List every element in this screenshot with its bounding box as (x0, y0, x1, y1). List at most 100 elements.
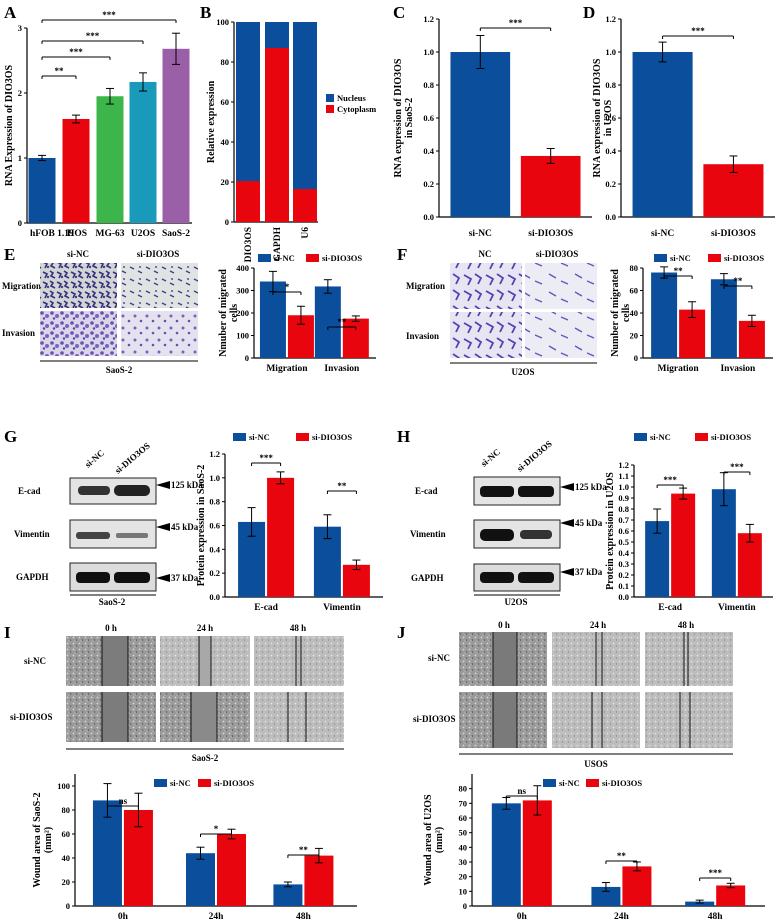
h-bar-si (671, 493, 696, 597)
chart-c: 0.0 0.2 0.4 0.6 0.8 1.0 1.2 RNA expression of D… (393, 14, 592, 239)
i-x-label: 48h (296, 912, 312, 919)
h-bar-nc (645, 521, 670, 597)
b-y-tick-label: 20 (221, 177, 230, 187)
a-bar (96, 96, 124, 223)
panel-g-western-blot: si-NC si-DIO3OS E-cad Vimentin GAPDH 125… (14, 441, 203, 607)
b-x-label: GAPDH (273, 226, 283, 261)
g-lane-1: si-NC (83, 448, 106, 470)
i-bar-nc (273, 884, 303, 906)
a-bar (162, 48, 190, 223)
a-x-label: SaoS-2 (162, 229, 190, 239)
chart-e: 0 100 200 300 400 Nmuber of migrated cells Migr… (218, 253, 376, 374)
h-legend-si: si-DIO3OS (711, 432, 751, 442)
b-bar-cytoplasm (265, 48, 289, 222)
c-y-label: in SaoS-2 (404, 98, 415, 138)
i-sig-label: * (214, 824, 219, 834)
g-lane-2: si-DIO3OS (113, 441, 152, 476)
b-bar-nucleus (236, 22, 260, 181)
g-kda-2: 45 kDa (171, 522, 199, 532)
c-y-tick-label: 0.0 (423, 212, 434, 222)
f-img-si-invasion (525, 312, 597, 358)
e-row-label-1: Migration (2, 281, 41, 291)
b-y-tick-label: 80 (221, 57, 230, 67)
g-y-label: Protein expression in SaoS-2 (196, 465, 207, 587)
g-cell-label: SaoS-2 (99, 597, 126, 607)
h-legend-nc: si-NC (650, 432, 671, 442)
chart-j: 0 10 20 30 40 50 60 70 80 Wound area of U2OS (mm²)… (423, 774, 765, 919)
f-sig-label: ** (733, 276, 743, 286)
f-legend-si: si-DIO3OS (724, 253, 764, 263)
b-legend-swatch-nucleus (326, 94, 334, 102)
d-y-tick-label: 0.8 (605, 80, 616, 90)
e-img-nc-migration (40, 263, 117, 308)
i-legend-nc: si-NC (170, 778, 191, 788)
e-legend-nc: si-NC (274, 253, 295, 263)
chart-b: 0 20 40 60 80 100 Relative expression DIO3OS GAP… (206, 17, 376, 262)
a-y-label: RNA Expression of DIO3OS (4, 64, 15, 186)
e-col-label-2: si-DIO3OS (137, 249, 180, 259)
a-y-tick-label: 2 (18, 88, 22, 98)
j-y-label: Wound area of U2OS (423, 794, 434, 886)
h-band-gapdh-1 (480, 572, 514, 583)
g-kda-1: 125 kDa (171, 480, 203, 490)
j-bar-nc (491, 803, 521, 906)
b-bar-nucleus (265, 22, 289, 48)
j-bar-si (716, 885, 746, 906)
i-y-tick-label: 40 (62, 853, 71, 863)
e-bar-si (342, 318, 369, 358)
d-y-label: RNA expression of DIO3OS (592, 58, 603, 177)
chart-a: 0 1 2 3 RNA Expression of DIO3OS hFOB 1.19HOS… (4, 10, 192, 239)
i-bar-nc (92, 800, 122, 906)
a-y-tick-label: 0 (18, 218, 22, 228)
j-time-3: 48 h (678, 620, 694, 630)
c-y-tick-label: 1.2 (423, 14, 434, 24)
i-sig-label: ns (119, 796, 128, 806)
j-bar-si (522, 800, 552, 906)
f-bar-si (738, 320, 765, 358)
j-gap-si-0h (493, 692, 517, 748)
e-x-label: Migration (266, 364, 308, 374)
h-band-vim-2 (520, 530, 552, 539)
panel-j-scratch-images: 0 h 24 h 48 h si-NC si-DIO3OS USOS (413, 620, 733, 769)
a-x-label: hFOB 1.19 (30, 229, 74, 239)
i-gap-nc-24h (199, 636, 211, 686)
c-y-tick-label: 0.8 (423, 80, 434, 90)
panel-i-scratch-images: 0 h 24 h 48 h si-NC si-DIO3OS SaoS-2 (10, 623, 344, 763)
d-y-tick-label: 0.0 (605, 212, 616, 222)
g-band-vim-1 (76, 532, 110, 539)
g-band-ecad-2 (114, 485, 150, 496)
f-y-tick-label: 20 (630, 331, 639, 341)
d-y-tick-label: 0.4 (605, 146, 616, 156)
g-band-gapdh-2 (114, 572, 150, 583)
g-kda-3: 37 kDa (171, 573, 199, 583)
j-y-tick-label: 0 (463, 901, 467, 911)
c-y-tick-label: 1.0 (423, 47, 434, 57)
g-band-ecad-1 (78, 486, 110, 495)
c-x-label: si-NC (469, 229, 492, 239)
j-img-si-48h (645, 692, 733, 748)
g-band-vim-2 (116, 533, 148, 538)
b-bar-cytoplasm (236, 181, 260, 222)
b-legend-nucleus: Nucleus (337, 93, 367, 103)
b-x-label: U6 (301, 227, 311, 239)
i-x-label: 0h (118, 912, 129, 919)
h-y-label: Protein expression in U2OS (605, 472, 616, 590)
panel-letter-g: G (4, 427, 17, 446)
a-sig-label: *** (69, 47, 83, 57)
chart-i: 0 20 40 60 80 100 Wound area of SaoS-2 (mm²) 0h n… (32, 774, 357, 919)
i-y-label: Wound area of SaoS-2 (32, 792, 43, 887)
a-sig-label: ** (55, 66, 65, 76)
h-y-tick-label: 0.8 (618, 504, 629, 514)
b-y-tick-label: 100 (216, 17, 229, 27)
h-sig-label: *** (730, 462, 744, 472)
b-legend-swatch-cytoplasm (326, 105, 334, 113)
i-y-tick-label: 20 (62, 877, 71, 887)
h-lane-1: si-NC (479, 447, 502, 469)
d-y-tick-label: 1.0 (605, 47, 616, 57)
i-y-tick-label: 80 (62, 805, 71, 815)
e-y-label: Nmuber of migrated (218, 269, 229, 357)
j-y-tick-label: 10 (459, 886, 468, 896)
f-row-label-2: Invasion (406, 331, 439, 341)
panel-letter-i: I (4, 623, 11, 642)
b-bar-cytoplasm (293, 189, 317, 222)
